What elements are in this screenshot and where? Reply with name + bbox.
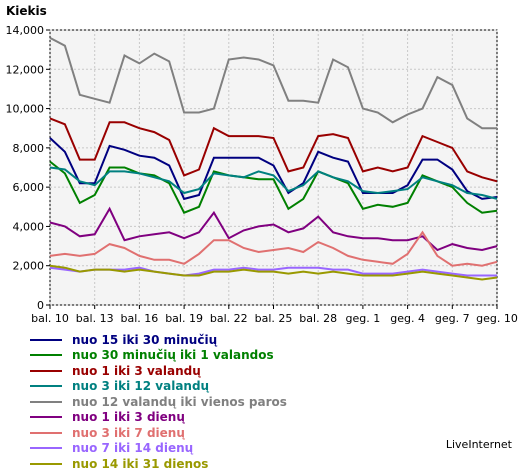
y-axis-title: Kiekis [6,4,47,18]
legend-swatch [30,431,62,434]
legend-swatch [30,385,62,388]
legend-label: nuo 3 iki 12 valandų [72,379,210,394]
series-line-4 [49,166,498,200]
legend-label: nuo 30 minučių iki 1 valandos [72,348,274,363]
series-line-1 [49,137,498,201]
x-tick-label: geg. 10 [476,312,518,325]
x-tick-label: bal. 19 [165,312,203,325]
legend-item: nuo 3 iki 7 dienų [30,425,287,441]
chart-legend: nuo 15 iki 30 minučių nuo 30 minučių iki … [30,332,287,472]
series-line-9 [49,264,498,281]
y-tick-label: 0 [37,299,44,312]
legend-label: nuo 7 iki 14 dienų [72,441,194,456]
legend-swatch [30,416,62,419]
legend-label: nuo 12 valandų iki vienos paros [72,394,287,409]
brand-label: LiveInternet [445,438,512,451]
series-lines [49,37,498,281]
legend-label: nuo 3 iki 7 dienų [72,425,185,440]
y-tick-label: 12,000 [6,63,45,76]
legend-item: nuo 30 minučių iki 1 valandos [30,348,287,364]
legend-swatch [30,462,62,465]
legend-swatch [30,354,62,357]
line-chart: 02,0004,0006,0008,00010,00012,00014,000 … [6,4,518,325]
series-line-2 [49,160,498,214]
x-tick-label: bal. 10 [31,312,69,325]
x-tick-label: bal. 25 [255,312,293,325]
x-tick-label: geg. 4 [390,312,425,325]
x-tick-label: bal. 22 [210,312,248,325]
legend-swatch [30,400,62,403]
legend-item: nuo 1 iki 3 valandų [30,363,287,379]
y-tick-label: 6,000 [13,181,45,194]
legend-swatch [30,369,62,372]
y-tick-label: 14,000 [6,24,45,37]
y-tick-label: 8,000 [13,142,45,155]
y-axis-ticks: 0 2,000 4,000 6,000 8,000 10,000 12,000 14,000 [6,24,50,312]
series-line-3 [49,117,498,183]
x-tick-label: bal. 28 [299,312,337,325]
legend-label: nuo 14 iki 31 dienos [72,456,209,471]
legend-label: nuo 1 iki 3 valandų [72,363,201,378]
legend-item: nuo 14 iki 31 dienos [30,456,287,472]
legend-swatch [30,338,62,341]
x-tick-label: bal. 16 [121,312,159,325]
series-line-6 [49,206,498,252]
legend-item: nuo 12 valandų iki vienos paros [30,394,287,410]
legend-swatch [30,447,62,450]
x-axis-ticks: bal. 10 bal. 13 bal. 16 bal. 19 bal. 22 bal. … [31,305,518,325]
legend-item: nuo 1 iki 3 dienų [30,410,287,426]
y-tick-label: 4,000 [13,220,45,233]
legend-label: nuo 15 iki 30 minučių [72,332,218,347]
series-line-5 [49,37,497,130]
legend-label: nuo 1 iki 3 dienų [72,410,185,425]
x-tick-label: bal. 13 [76,312,114,325]
x-tick-label: geg. 7 [435,312,470,325]
legend-item: nuo 3 iki 12 valandų [30,379,287,395]
legend-item: nuo 7 iki 14 dienų [30,441,287,457]
y-tick-label: 10,000 [6,103,45,116]
y-tick-label: 2,000 [13,260,45,273]
x-tick-label: geg. 1 [346,312,381,325]
legend-item: nuo 15 iki 30 minučių [30,332,287,348]
series-line-7 [49,230,498,267]
series-line-8 [49,266,497,277]
